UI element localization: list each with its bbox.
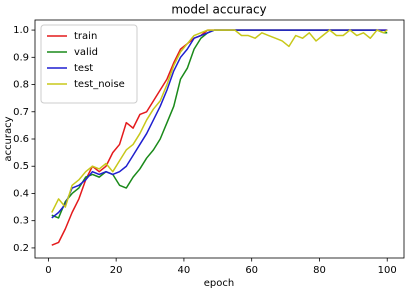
y-tick-label: 0.6 — [13, 134, 29, 145]
y-tick-label: 0.2 — [13, 243, 29, 254]
x-tick-label: 100 — [378, 265, 397, 276]
y-tick-label: 0.3 — [13, 216, 29, 227]
y-tick-label: 0.9 — [13, 52, 29, 63]
legend-label: train — [74, 31, 97, 42]
series-line — [51, 29, 388, 213]
x-tick-label: 20 — [110, 265, 123, 276]
legend-label: test_noise — [74, 79, 125, 90]
y-tick-label: 0.4 — [13, 188, 29, 199]
y-tick-label: 0.8 — [13, 80, 29, 91]
x-tick-label: 40 — [178, 265, 191, 276]
x-tick-label: 80 — [313, 265, 326, 276]
plot-frame — [34, 19, 405, 259]
x-tick-label: 0 — [45, 265, 51, 276]
legend-label: valid — [74, 47, 98, 58]
y-tick-label: 0.5 — [13, 161, 29, 172]
x-axis-label: epoch — [204, 278, 234, 289]
y-tick-label: 0.7 — [13, 107, 29, 118]
x-tick-label: 60 — [245, 265, 258, 276]
chart-title: model accuracy — [171, 3, 266, 17]
y-axis-label: accuracy — [3, 116, 14, 161]
legend-label: test — [74, 63, 93, 74]
y-tick-label: 1.0 — [13, 25, 29, 36]
